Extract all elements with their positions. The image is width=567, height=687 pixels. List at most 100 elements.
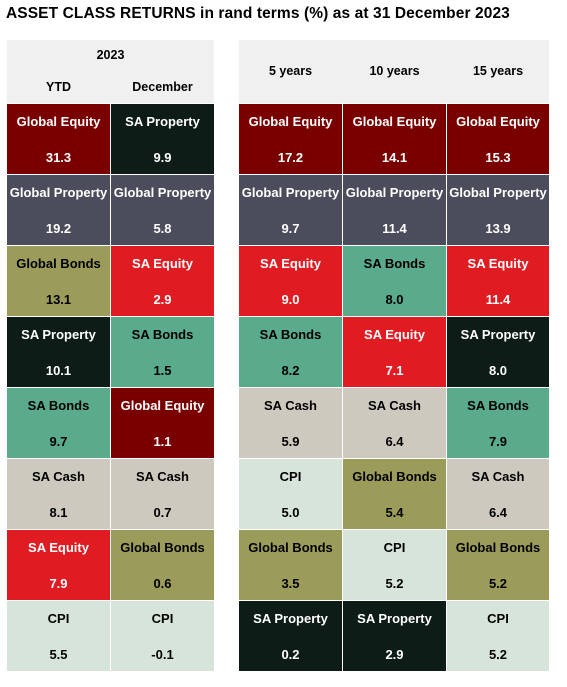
group-header-2023: 2023 xyxy=(96,48,125,62)
asset-label: SA Cash xyxy=(471,469,525,484)
asset-label: Global Equity xyxy=(120,398,205,413)
asset-label: SA Property xyxy=(21,327,96,342)
return-value: 2.9 xyxy=(385,647,404,662)
cell-december-rank-2: Global Property 5.8 xyxy=(111,175,214,245)
return-value: 11.4 xyxy=(382,221,407,236)
return-value: 7.1 xyxy=(385,363,404,378)
asset-label: Global Property xyxy=(113,185,212,200)
cell-ytd-rank-1: Global Equity 31.3 xyxy=(7,104,110,174)
return-value: 9.0 xyxy=(281,292,300,307)
cell-5-years-rank-8: SA Property 0.2 xyxy=(239,601,342,671)
asset-label: CPI xyxy=(383,540,406,555)
right-header: 5 years 10 years 15 years xyxy=(239,40,549,103)
asset-label: SA Property xyxy=(460,327,536,342)
cell-5-years-rank-2: Global Property 9.7 xyxy=(239,175,342,245)
column-header-15-years: 15 years xyxy=(472,64,524,78)
asset-label: Global Bonds xyxy=(455,540,541,555)
asset-label: Global Bonds xyxy=(352,469,437,484)
return-value: 19.2 xyxy=(45,221,72,236)
cell-ytd-rank-8: CPI 5.5 xyxy=(7,601,110,671)
cell-10-years-rank-5: SA Cash 6.4 xyxy=(343,388,446,458)
asset-label: SA Equity xyxy=(28,540,89,555)
return-value: 3.5 xyxy=(281,576,300,591)
return-value: 14.1 xyxy=(381,150,408,165)
asset-label: SA Bonds xyxy=(131,327,194,342)
cell-ytd-rank-2: Global Property 19.2 xyxy=(7,175,110,245)
return-value: 7.9 xyxy=(49,576,68,591)
cell-10-years-rank-4: SA Equity 7.1 xyxy=(343,317,446,387)
column-header-5-years: 5 years xyxy=(268,64,313,78)
column-header-december: December xyxy=(132,80,193,94)
return-value: 2.9 xyxy=(153,292,172,307)
return-value: 5.2 xyxy=(385,576,404,591)
return-value: 0.7 xyxy=(153,505,172,520)
asset-label: SA Cash xyxy=(368,398,421,413)
asset-label: Global Bonds xyxy=(120,540,205,555)
cell-10-years-rank-7: CPI 5.2 xyxy=(343,530,446,600)
cell-december-rank-4: SA Bonds 1.5 xyxy=(111,317,214,387)
asset-label: SA Cash xyxy=(264,398,317,413)
return-value: 8.0 xyxy=(488,363,508,378)
asset-label: Global Equity xyxy=(456,114,540,129)
return-value: 9.7 xyxy=(281,221,300,236)
cell-ytd-rank-3: Global Bonds 13.1 xyxy=(7,246,110,316)
cell-15-years-rank-1: Global Equity 15.3 xyxy=(447,104,549,174)
asset-label: CPI xyxy=(487,611,509,626)
asset-label: SA Equity xyxy=(260,256,321,271)
cell-5-years-rank-4: SA Bonds 8.2 xyxy=(239,317,342,387)
asset-label: CPI xyxy=(47,611,70,626)
asset-label: CPI xyxy=(279,469,302,484)
cell-december-rank-6: SA Cash 0.7 xyxy=(111,459,214,529)
asset-label: Global Property xyxy=(9,185,108,200)
cell-15-years-rank-2: Global Property 13.9 xyxy=(447,175,549,245)
asset-label: Global Bonds xyxy=(248,540,333,555)
return-value: 5.9 xyxy=(281,434,300,449)
asset-label: Global Property xyxy=(449,185,547,200)
cell-ytd-rank-4: SA Property 10.1 xyxy=(7,317,110,387)
cell-15-years-rank-6: SA Cash 6.4 xyxy=(447,459,549,529)
cell-5-years-rank-7: Global Bonds 3.5 xyxy=(239,530,342,600)
cell-december-rank-7: Global Bonds 0.6 xyxy=(111,530,214,600)
return-value: 10.1 xyxy=(45,363,72,378)
asset-label: Global Equity xyxy=(16,114,101,129)
return-value: 5.0 xyxy=(281,505,300,520)
return-value: 0.2 xyxy=(281,647,300,662)
cell-10-years-rank-3: SA Bonds 8.0 xyxy=(343,246,446,316)
asset-label: SA Property xyxy=(253,611,328,626)
cell-december-rank-8: CPI -0.1 xyxy=(111,601,214,671)
cell-10-years-rank-8: SA Property 2.9 xyxy=(343,601,446,671)
asset-label: SA Cash xyxy=(136,469,189,484)
return-value: 15.3 xyxy=(485,150,511,165)
return-value: 8.1 xyxy=(49,505,68,520)
return-value: 9.7 xyxy=(49,434,68,449)
asset-label: Global Property xyxy=(241,185,340,200)
return-value: 1.1 xyxy=(153,434,172,449)
return-value: 0.6 xyxy=(153,576,172,591)
asset-label: CPI xyxy=(151,611,174,626)
asset-label: SA Equity xyxy=(364,327,425,342)
return-value: 5.8 xyxy=(153,221,172,236)
asset-label: Global Bonds xyxy=(16,256,101,271)
return-value: 13.1 xyxy=(45,292,72,307)
return-value: 9.9 xyxy=(153,150,172,165)
return-value: 5.2 xyxy=(488,576,508,591)
return-value: 5.5 xyxy=(49,647,68,662)
column-header-10-years: 10 years xyxy=(369,64,420,78)
cell-10-years-rank-2: Global Property 11.4 xyxy=(343,175,446,245)
cell-15-years-rank-7: Global Bonds 5.2 xyxy=(447,530,549,600)
return-value: 31.3 xyxy=(45,150,72,165)
asset-label: SA Bonds xyxy=(27,398,90,413)
cell-december-rank-5: Global Equity 1.1 xyxy=(111,388,214,458)
asset-label: SA Bonds xyxy=(467,398,529,413)
asset-label: SA Property xyxy=(125,114,200,129)
cell-5-years-rank-1: Global Equity 17.2 xyxy=(239,104,342,174)
cell-ytd-rank-5: SA Bonds 9.7 xyxy=(7,388,110,458)
return-value: 8.0 xyxy=(385,292,404,307)
return-value: -0.1 xyxy=(151,647,174,662)
cell-15-years-rank-8: CPI 5.2 xyxy=(447,601,549,671)
return-value: 8.2 xyxy=(281,363,300,378)
asset-label: SA Property xyxy=(357,611,432,626)
return-value: 17.2 xyxy=(277,150,304,165)
asset-label: Global Equity xyxy=(352,114,437,129)
cell-5-years-rank-5: SA Cash 5.9 xyxy=(239,388,342,458)
